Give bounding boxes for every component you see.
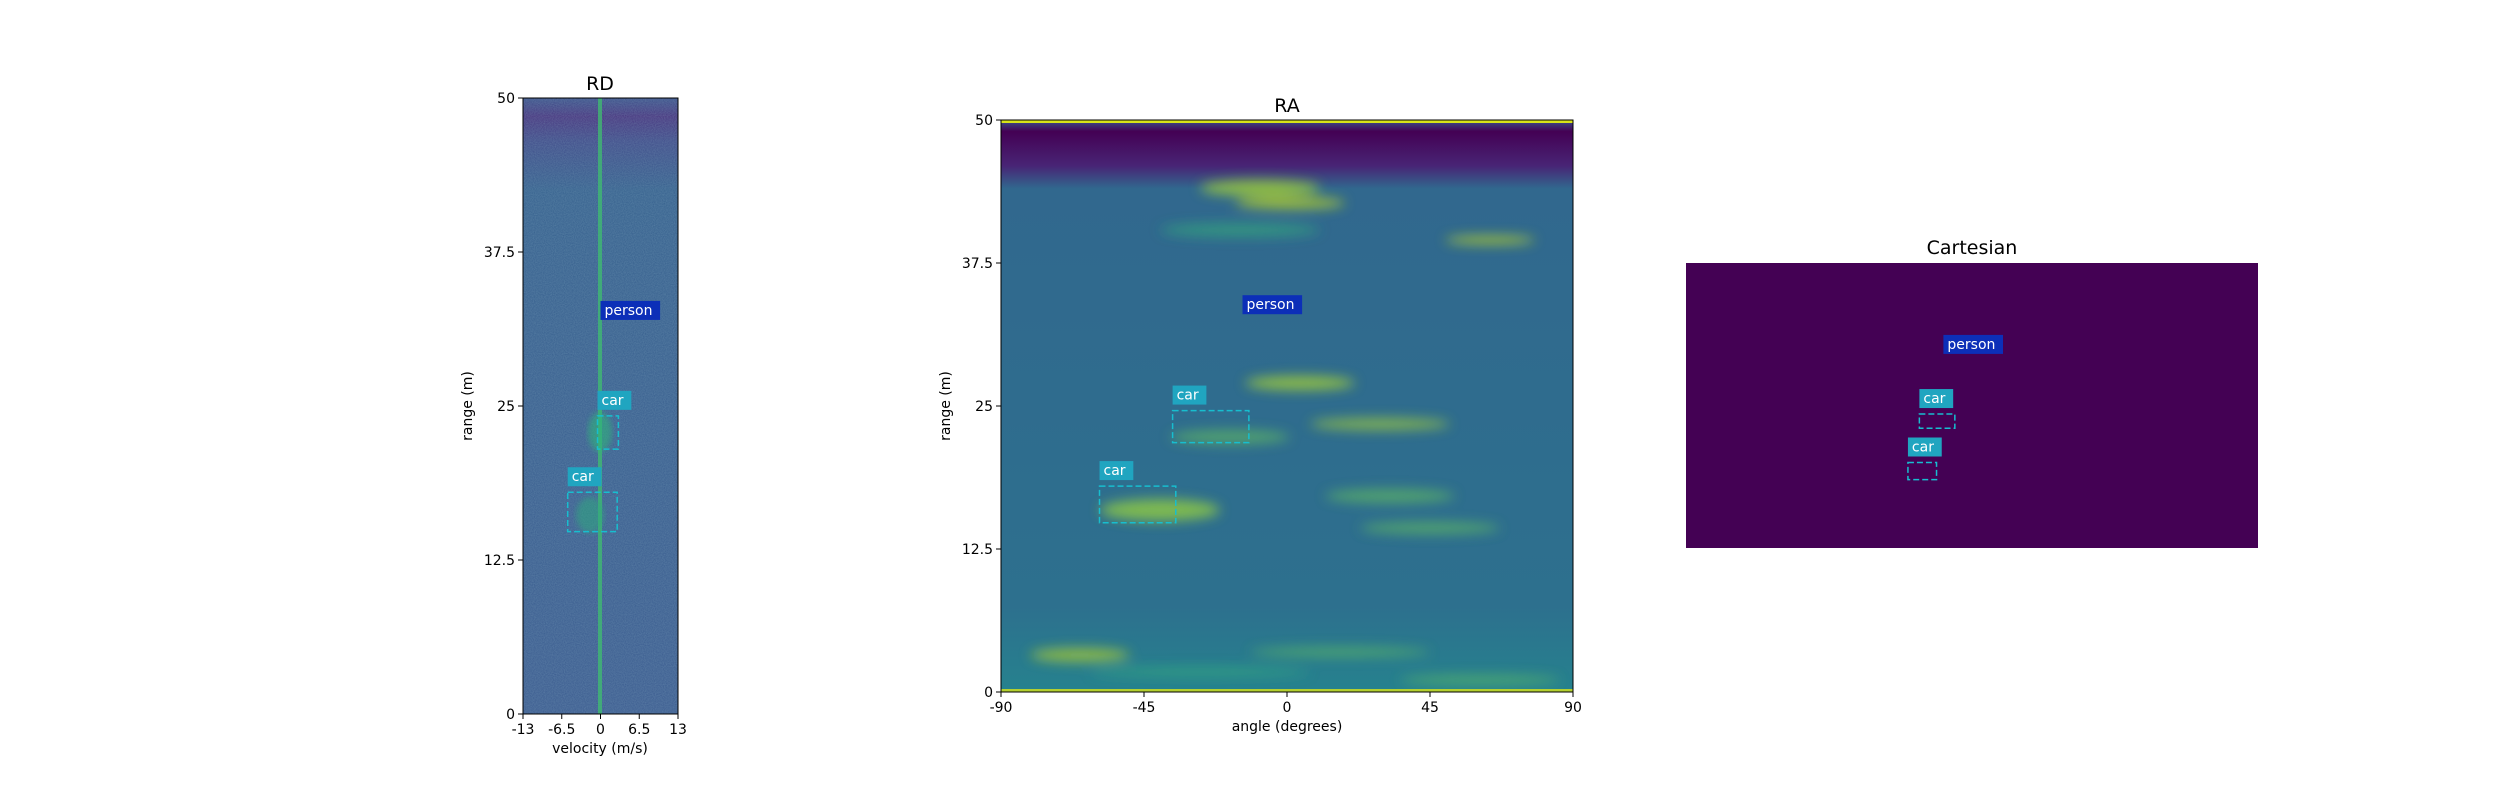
ra-axes: -90 -45 0 45 90 0 12.5 25 37.5 50 bbox=[962, 113, 1582, 716]
rd-y-tick-label: 50 bbox=[497, 91, 515, 107]
ra-x-tick-label: 45 bbox=[1421, 700, 1439, 716]
rd-person-label: person bbox=[605, 303, 653, 319]
rd-car-label-bg bbox=[567, 467, 602, 487]
ra-hotspots bbox=[1030, 180, 1560, 685]
ra-x-axis-label: angle (degrees) bbox=[1232, 719, 1343, 735]
rd-panel: RD -13 -6.5 0 6.5 13 0 12.5 25 37.5 50 person car c… bbox=[460, 73, 687, 757]
ra-heatmap bbox=[1001, 120, 1573, 692]
ra-x-tick-label: 0 bbox=[1283, 700, 1292, 716]
rd-y-tick-label: 0 bbox=[506, 707, 515, 723]
ra-x-tick-label: -90 bbox=[990, 700, 1013, 716]
ra-y-tick-label: 0 bbox=[984, 685, 993, 701]
cartesian-panel: Cartesian person car car bbox=[1686, 237, 2258, 548]
rd-x-tick-label: 0 bbox=[596, 722, 605, 738]
ra-annotations: person car car bbox=[1098, 295, 1303, 524]
rd-x-axis-label: velocity (m/s) bbox=[552, 741, 648, 757]
rd-car-box bbox=[596, 415, 620, 450]
ra-car-label: car bbox=[1104, 463, 1126, 479]
ca-car-label: car bbox=[1912, 440, 1934, 456]
ra-y-axis-label: range (m) bbox=[938, 371, 954, 441]
ra-x-tick-label: -45 bbox=[1133, 700, 1156, 716]
rd-person-label-bg bbox=[600, 300, 661, 320]
ra-title: RA bbox=[1274, 95, 1299, 117]
rd-x-tick-label: -13 bbox=[512, 722, 535, 738]
rd-x-tick-label: -6.5 bbox=[548, 722, 575, 738]
cartesian-annotations: person car car bbox=[1907, 334, 2003, 481]
rd-y-tick-label: 12.5 bbox=[484, 553, 515, 569]
ra-car-box bbox=[1098, 485, 1177, 524]
rd-annotations: person car car bbox=[566, 300, 661, 533]
ca-car-label: car bbox=[1923, 391, 1945, 407]
cartesian-title: Cartesian bbox=[1927, 237, 2018, 259]
ra-y-tick-label: 37.5 bbox=[962, 256, 993, 272]
rd-y-tick-label: 37.5 bbox=[484, 245, 515, 261]
ca-car-label-bg bbox=[1907, 437, 1942, 457]
rd-y-tick-label: 25 bbox=[497, 399, 515, 415]
ra-person-label-bg bbox=[1242, 295, 1303, 315]
cartesian-heatmap bbox=[1686, 263, 2258, 548]
ca-car-box bbox=[1907, 461, 1938, 481]
rd-x-tick-label: 6.5 bbox=[628, 722, 650, 738]
rd-x-tick-label: 13 bbox=[669, 722, 687, 738]
ra-y-tick-label: 50 bbox=[975, 113, 993, 129]
ra-y-tick-label: 12.5 bbox=[962, 542, 993, 558]
ra-person-label: person bbox=[1247, 297, 1295, 313]
rd-car-box bbox=[566, 491, 618, 533]
ra-car-box bbox=[1171, 409, 1250, 444]
ra-y-tick-label: 25 bbox=[975, 399, 993, 415]
ra-x-tick-label: 90 bbox=[1564, 700, 1582, 716]
ca-car-box bbox=[1918, 413, 1956, 430]
rd-car-label: car bbox=[572, 469, 594, 485]
ra-car-label-bg bbox=[1172, 385, 1207, 405]
rd-y-axis-label: range (m) bbox=[460, 371, 476, 441]
rd-car-label: car bbox=[602, 393, 624, 409]
ca-car-label-bg bbox=[1919, 389, 1954, 409]
ca-person-label: person bbox=[1947, 337, 1995, 353]
rd-title: RD bbox=[586, 73, 614, 95]
ra-car-label: car bbox=[1177, 388, 1199, 404]
rd-axes: -13 -6.5 0 6.5 13 0 12.5 25 37.5 50 bbox=[484, 91, 687, 738]
ca-person-label-bg bbox=[1943, 334, 2003, 354]
ra-car-label-bg bbox=[1099, 461, 1134, 481]
rd-car-label-bg bbox=[597, 390, 632, 410]
